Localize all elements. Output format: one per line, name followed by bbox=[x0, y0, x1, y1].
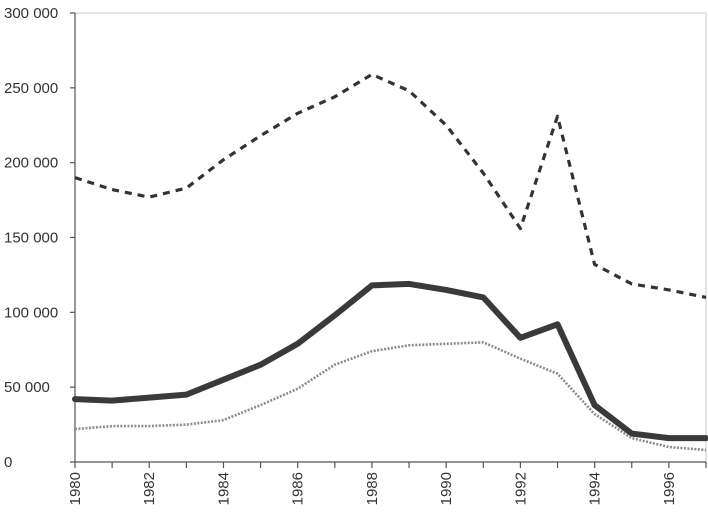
y-tick-label: 300 000 bbox=[4, 5, 58, 22]
series-line-1 bbox=[74, 72, 707, 299]
x-tick-label: 1986 bbox=[290, 472, 307, 505]
x-tick-label: 1996 bbox=[661, 472, 678, 505]
y-tick-label: 200 000 bbox=[4, 155, 58, 172]
series-lines bbox=[72, 72, 708, 452]
y-axis-ticks: 0 50 000 100 000 150 000 200 000 250 000 300 0… bbox=[4, 5, 75, 471]
x-tick-label: 1984 bbox=[215, 472, 232, 505]
x-tick-label: 1988 bbox=[364, 472, 381, 505]
x-tick-label: 1992 bbox=[512, 472, 529, 505]
y-tick-label: 150 000 bbox=[4, 230, 58, 247]
y-tick-label: 250 000 bbox=[4, 80, 58, 97]
x-tick-label: 1990 bbox=[438, 472, 455, 505]
series-line-2 bbox=[72, 280, 708, 442]
x-tick-label: 1982 bbox=[141, 472, 158, 505]
x-tick-label: 1980 bbox=[67, 472, 84, 505]
x-tick-label: 1994 bbox=[587, 472, 604, 505]
y-tick-label: 50 000 bbox=[4, 379, 50, 396]
y-tick-label: 0 bbox=[4, 454, 12, 471]
y-tick-label: 100 000 bbox=[4, 304, 58, 321]
grid bbox=[75, 12, 707, 462]
x-axis-ticks: 1980 1982 1984 1986 1988 1990 1992 1994 1996 bbox=[67, 462, 707, 505]
series-line-3 bbox=[74, 340, 707, 452]
